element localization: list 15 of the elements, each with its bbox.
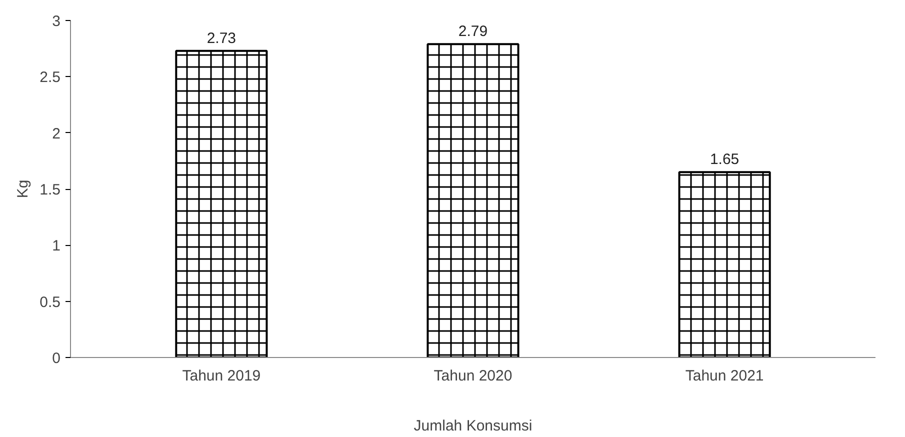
y-tick-label: 2.5 (40, 69, 61, 86)
y-axis-title: Kg (14, 180, 32, 198)
y-tick-label: 0 (52, 350, 60, 367)
x-tick-label: Tahun 2020 (434, 368, 512, 384)
y-tick-label: 0.5 (40, 294, 61, 311)
data-label: 2.79 (458, 23, 488, 40)
y-tick-label: 2 (52, 125, 60, 142)
data-label: 2.73 (206, 30, 236, 47)
y-tick-label: 1.5 (40, 182, 61, 198)
y-tick-label: 1 (52, 238, 60, 255)
data-label: 1.65 (710, 151, 740, 168)
x-tick-label: Tahun 2019 (182, 368, 261, 384)
x-tick-label: Tahun 2021 (685, 368, 764, 384)
y-tick-label: 3 (52, 13, 60, 30)
x-axis-title: Jumlah Konsumsi (414, 418, 532, 434)
